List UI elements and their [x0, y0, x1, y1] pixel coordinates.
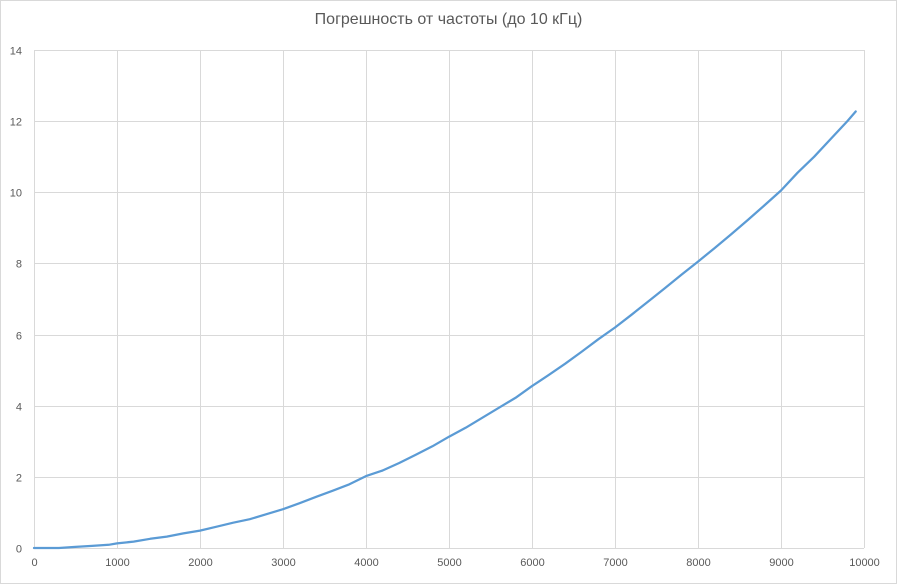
x-tick-label: 0 — [31, 557, 37, 569]
x-tick-label: 6000 — [520, 557, 544, 569]
series-group — [32, 110, 857, 550]
y-tick-label: 6 — [16, 331, 22, 343]
y-tick-label: 10 — [10, 188, 22, 200]
x-tick-label: 5000 — [437, 557, 461, 569]
x-tick-label: 2000 — [188, 557, 212, 569]
series-line — [32, 110, 857, 550]
x-tick-label: 3000 — [271, 557, 295, 569]
y-tick-label: 0 — [16, 544, 22, 556]
y-axis-tick-labels: 0 2 4 6 8 10 12 14 — [10, 46, 22, 556]
x-tick-label: 8000 — [686, 557, 710, 569]
x-tick-label: 1000 — [105, 557, 129, 569]
chart-title: Погрешность от частоты (до 10 кГц) — [314, 11, 583, 28]
grid-lines — [34, 50, 865, 549]
y-tick-label: 2 — [16, 473, 22, 485]
y-tick-label: 8 — [16, 259, 22, 271]
x-tick-label: 10000 — [849, 557, 880, 569]
y-tick-label: 12 — [10, 117, 22, 129]
y-tick-label: 4 — [16, 402, 22, 414]
y-tick-label: 14 — [10, 46, 22, 58]
x-tick-label: 4000 — [354, 557, 378, 569]
x-axis-tick-labels: 0 1000 2000 3000 4000 5000 6000 7000 8000 9000 100… — [31, 557, 879, 569]
x-tick-label: 7000 — [603, 557, 627, 569]
x-tick-label: 9000 — [769, 557, 793, 569]
